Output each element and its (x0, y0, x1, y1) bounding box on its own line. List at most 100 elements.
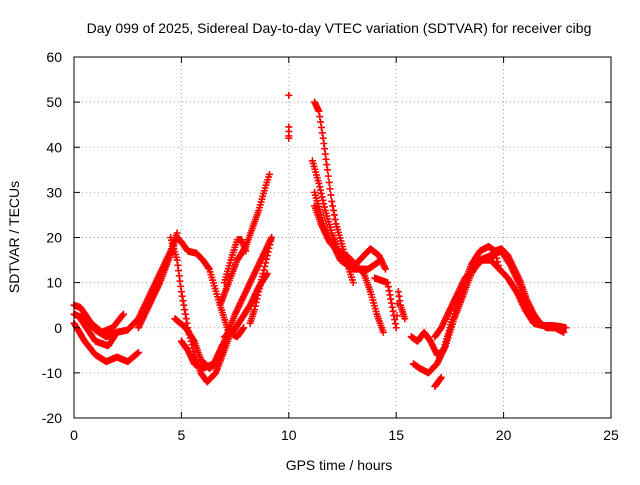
data-point (315, 179, 323, 187)
series-track-e (134, 238, 179, 332)
data-point (240, 324, 248, 332)
data-point (250, 306, 258, 314)
data-point (317, 123, 325, 131)
data-point (242, 247, 250, 255)
x-tick-label: 5 (178, 427, 186, 443)
y-axis-label: SDTVAR / TECUs (6, 181, 22, 293)
x-tick-label: 10 (281, 427, 297, 443)
data-point (401, 315, 409, 323)
data-point (205, 264, 213, 272)
data-point (182, 315, 190, 323)
data-point (285, 134, 293, 142)
data-point (562, 324, 570, 332)
data-point (264, 248, 272, 256)
data-point (324, 172, 332, 180)
data-point (317, 118, 325, 126)
data-point (381, 265, 389, 273)
y-tick-label: 60 (46, 49, 62, 65)
data-point (329, 202, 337, 210)
data-point (437, 375, 445, 383)
y-tick-label: 20 (46, 230, 62, 246)
data-point (179, 297, 187, 305)
series-track-m (246, 234, 276, 327)
y-tick-label: 50 (46, 94, 62, 110)
data-point (392, 324, 400, 332)
data-point (437, 373, 445, 381)
data-point (326, 185, 334, 193)
data-point (393, 312, 401, 320)
y-tick-label: 0 (54, 320, 62, 336)
series-isolated (285, 91, 293, 142)
data-point (323, 166, 331, 174)
data-point (316, 186, 324, 194)
data-point (261, 262, 269, 270)
y-tick-labels: -20 -10 0 10 20 30 40 50 60 (42, 49, 62, 426)
data-point (328, 197, 336, 205)
x-tick-labels: 0 5 10 15 20 25 (70, 427, 619, 443)
data-point (319, 196, 327, 204)
data-point (181, 306, 189, 314)
series-track-q (311, 202, 387, 336)
ticks (73, 56, 612, 419)
data-point (329, 206, 337, 214)
data-point (330, 211, 338, 219)
data-point (317, 190, 325, 198)
data-point (266, 241, 274, 249)
data-point (325, 178, 333, 186)
data-point (285, 91, 293, 99)
x-tick-label: 20 (496, 427, 512, 443)
x-tick-label: 25 (603, 427, 619, 443)
y-tick-label: 40 (46, 139, 62, 155)
data-point (265, 244, 273, 252)
data-point (189, 336, 197, 344)
data-point (134, 349, 142, 357)
y-tick-label: 30 (46, 184, 62, 200)
data-point (180, 301, 188, 309)
data-point (262, 255, 270, 263)
data-point (318, 129, 326, 137)
data-point (321, 203, 329, 211)
series-track-t (431, 373, 445, 390)
series-track-i (177, 234, 276, 372)
data-point (379, 328, 387, 336)
data-point (119, 310, 127, 318)
data-point (260, 266, 268, 274)
x-axis-label: GPS time / hours (286, 457, 393, 473)
y-tick-label: 10 (46, 275, 62, 291)
data-point (349, 279, 357, 287)
data-point (331, 215, 339, 223)
data-point (259, 270, 267, 278)
data-point (320, 200, 328, 208)
series-track-l (220, 236, 250, 287)
series-track-v (485, 245, 568, 336)
data-point (119, 311, 127, 319)
data-point (181, 310, 189, 318)
data-point (253, 295, 261, 303)
data-points (70, 91, 570, 390)
data-point (267, 237, 275, 245)
data-point (254, 291, 262, 299)
data-point (316, 113, 324, 121)
series-scattered (371, 274, 409, 332)
data-point (318, 193, 326, 201)
data-point (327, 191, 335, 199)
data-point (265, 170, 273, 178)
data-point (268, 234, 276, 241)
y-tick-label: -20 (42, 410, 62, 426)
data-point (178, 292, 186, 300)
data-point (239, 325, 247, 333)
data-point (251, 302, 259, 310)
data-point (560, 328, 568, 336)
y-tick-label: -10 (42, 365, 62, 381)
data-point (315, 107, 323, 115)
data-point (263, 252, 271, 260)
data-point (316, 183, 324, 191)
data-point (177, 288, 185, 296)
x-tick-label: 15 (388, 427, 404, 443)
data-point (262, 259, 270, 267)
data-point (252, 298, 260, 306)
chart-title: Day 099 of 2025, Sidereal Day-to-day VTE… (87, 20, 592, 36)
